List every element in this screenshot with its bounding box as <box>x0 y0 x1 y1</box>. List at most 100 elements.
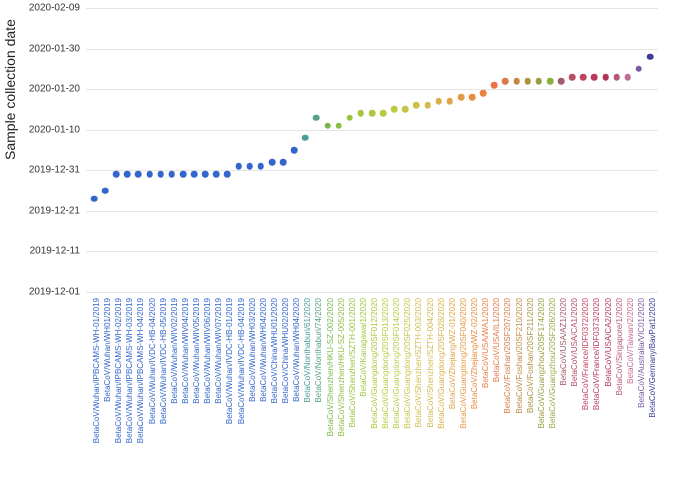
data-point <box>424 102 431 109</box>
data-point <box>146 171 153 178</box>
x-tick-label: BetaCoV/Guangzhou/20SF174/2020 <box>537 298 546 428</box>
data-point <box>591 74 598 81</box>
gridline <box>86 8 658 9</box>
x-tick-label: BetaCoV/Australia/VIC01/2020 <box>637 298 646 408</box>
x-tick-label: BetaCoV/Shenzhen/HKU-SZ-002/2020 <box>326 298 335 436</box>
data-point <box>435 98 442 105</box>
x-tick-label: BetaCoV/USA/IL1/2020 <box>492 298 501 382</box>
data-point <box>235 163 242 170</box>
data-point <box>536 78 543 85</box>
data-point <box>624 74 631 81</box>
data-point <box>102 187 109 194</box>
data-point <box>213 171 220 178</box>
x-tick-label: BetaCoV/Wuhan/IPBCAMS-WH-02/2019 <box>114 298 123 443</box>
x-tick-label: BetaCoV/Wuhan/IVDC-HB-04/2020 <box>148 298 157 424</box>
x-tick-label: BetaCoV/Guangdong/20SF040/2020 <box>459 298 468 429</box>
x-tick-label: BetaCoV/Wuhan/IPBCAMS-WH-03/2019 <box>125 298 134 443</box>
y-axis-title: Sample collection date <box>2 19 18 160</box>
x-tick-label: BetaCoV/USA/CA1/2020 <box>570 298 579 387</box>
x-tick-label: BetaCoV/Germany/BavPat1/2020 <box>648 298 657 418</box>
data-point <box>224 171 231 178</box>
chart-container: Sample collection date 2019-12-012019-12… <box>0 0 676 500</box>
data-point <box>135 171 142 178</box>
data-point <box>502 78 509 85</box>
x-tick-label: BetaCoV/USA/WA1/2020 <box>481 298 490 388</box>
x-tick-label: BetaCoV/Wuhan/WH04/2020 <box>259 298 268 402</box>
data-point <box>369 110 376 117</box>
x-tick-label: BetaCoV/Guangdong/20SF014/2020 <box>392 298 401 429</box>
x-tick-label: BetaCoV/Shenzhen/SZTH-003/2020 <box>414 298 423 427</box>
data-point <box>169 171 176 178</box>
data-point <box>613 74 620 81</box>
gridline <box>86 89 658 90</box>
data-point <box>324 122 331 129</box>
x-tick-label: BetaCoV/USA/AZ1/2020 <box>559 298 568 386</box>
x-tick-label: BetaCoV/Singapore/1/2020 <box>615 298 624 395</box>
data-point <box>346 114 353 121</box>
y-tick-label: 2019-12-31 <box>29 165 86 176</box>
data-point <box>124 171 131 178</box>
x-tick-label: BetaCoV/France/IDF0372/2020 <box>581 298 590 410</box>
gridline <box>86 130 658 131</box>
x-tick-label: BetaCoV/Foshan/20SF210/2020 <box>515 298 524 414</box>
x-tick-label: BetaCoV/Wuhan/IVDC-HB-05/2019 <box>159 298 168 424</box>
y-tick-label: 2019-12-21 <box>29 205 86 216</box>
data-point <box>180 171 187 178</box>
y-tick-label: 2020-01-10 <box>29 124 86 135</box>
x-tick-label: BetaCoV/China/WHU02/2020 <box>281 298 290 403</box>
x-tick-label: BetaCoV/Guangzhou/20SF206/2020 <box>548 298 557 428</box>
x-tick-label: BetaCoV/Guangdong/20SF013/2020 <box>381 298 390 429</box>
data-point <box>313 114 320 121</box>
x-tick-label: BetaCoV/Guangdong/20SF025/2020 <box>403 298 412 429</box>
data-point <box>191 171 198 178</box>
data-point <box>547 78 554 85</box>
x-tick-label: BetaCoV/Shenzhen/SZTH-001/2020 <box>348 298 357 427</box>
x-tick-label: BetaCoV/Wuhan/WIV04/2019 <box>181 298 190 404</box>
x-tick-label: BetaCoV/Wuhan/WIV05/2019 <box>192 298 201 404</box>
data-point <box>458 94 465 101</box>
x-tick-label: BetaCoV/Wuhan/WIV02/2019 <box>170 298 179 404</box>
data-point <box>91 195 98 202</box>
data-point <box>258 163 265 170</box>
x-tick-label: BetaCoV/France/IDF0373/2020 <box>592 298 601 410</box>
x-tick-label: BetaCoV/Wuhan/WH01/2019 <box>103 298 112 402</box>
data-point <box>402 106 409 113</box>
x-tick-label: BetaCoV/USA/CA2/2020 <box>604 298 613 387</box>
x-tick-label: BetaCoV/Nonthaburi/61/2020 <box>303 298 312 403</box>
data-point <box>447 98 454 105</box>
data-point <box>602 74 609 81</box>
data-point <box>246 163 253 170</box>
x-tick-label: BetaCoV/China/WHU01/2020 <box>270 298 279 403</box>
x-tick-label: BetaCoV/Wuhan/WH04/2020 <box>292 298 301 402</box>
y-tick-label: 2020-02-09 <box>29 3 86 14</box>
data-point <box>491 82 498 89</box>
x-tick-label: BetaCoV/Wuhan/IVDC-HB-04/2019 <box>237 298 246 424</box>
x-tick-label: BetaCoV/Nonthaburi/74/2020 <box>314 298 323 403</box>
gridline <box>86 49 658 50</box>
x-tick-label: BetaCoV/Guangdong/20SF012/2020 <box>370 298 379 429</box>
x-tick-label: BetaCoV/Kanagawa/1/2020 <box>359 298 368 397</box>
data-point <box>269 159 276 166</box>
data-point <box>469 94 476 101</box>
x-tick-label: BetaCoV/Zhejiang/WZ-02/2020 <box>470 298 479 409</box>
x-tick-label: BetaCoV/Zhejiang/WZ-01/2020 <box>448 298 457 409</box>
data-point <box>480 90 487 97</box>
x-tick-label: BetaCoV/Wuhan/WH03/2020 <box>248 298 257 402</box>
x-tick-label: BetaCoV/Wuhan/IPBCAMS-WH-01/2019 <box>92 298 101 443</box>
x-tick-label: BetaCoV/Foshan/20SF211/2020 <box>526 298 535 413</box>
data-point <box>636 66 643 73</box>
data-point <box>580 74 587 81</box>
data-point <box>291 147 298 154</box>
y-tick-label: 2019-12-11 <box>30 246 86 257</box>
data-point <box>513 78 520 85</box>
data-point <box>558 78 565 85</box>
data-point <box>569 74 576 81</box>
plot-area: 2019-12-012019-12-112019-12-212019-12-31… <box>86 8 658 293</box>
gridline <box>86 251 658 252</box>
y-tick-label: 2020-01-20 <box>29 84 86 95</box>
data-point <box>335 122 342 129</box>
data-point <box>157 171 164 178</box>
data-point <box>302 135 309 142</box>
x-tick-label: BetaCoV/Wuhan/WIV07/2019 <box>214 298 223 404</box>
data-point <box>202 171 209 178</box>
